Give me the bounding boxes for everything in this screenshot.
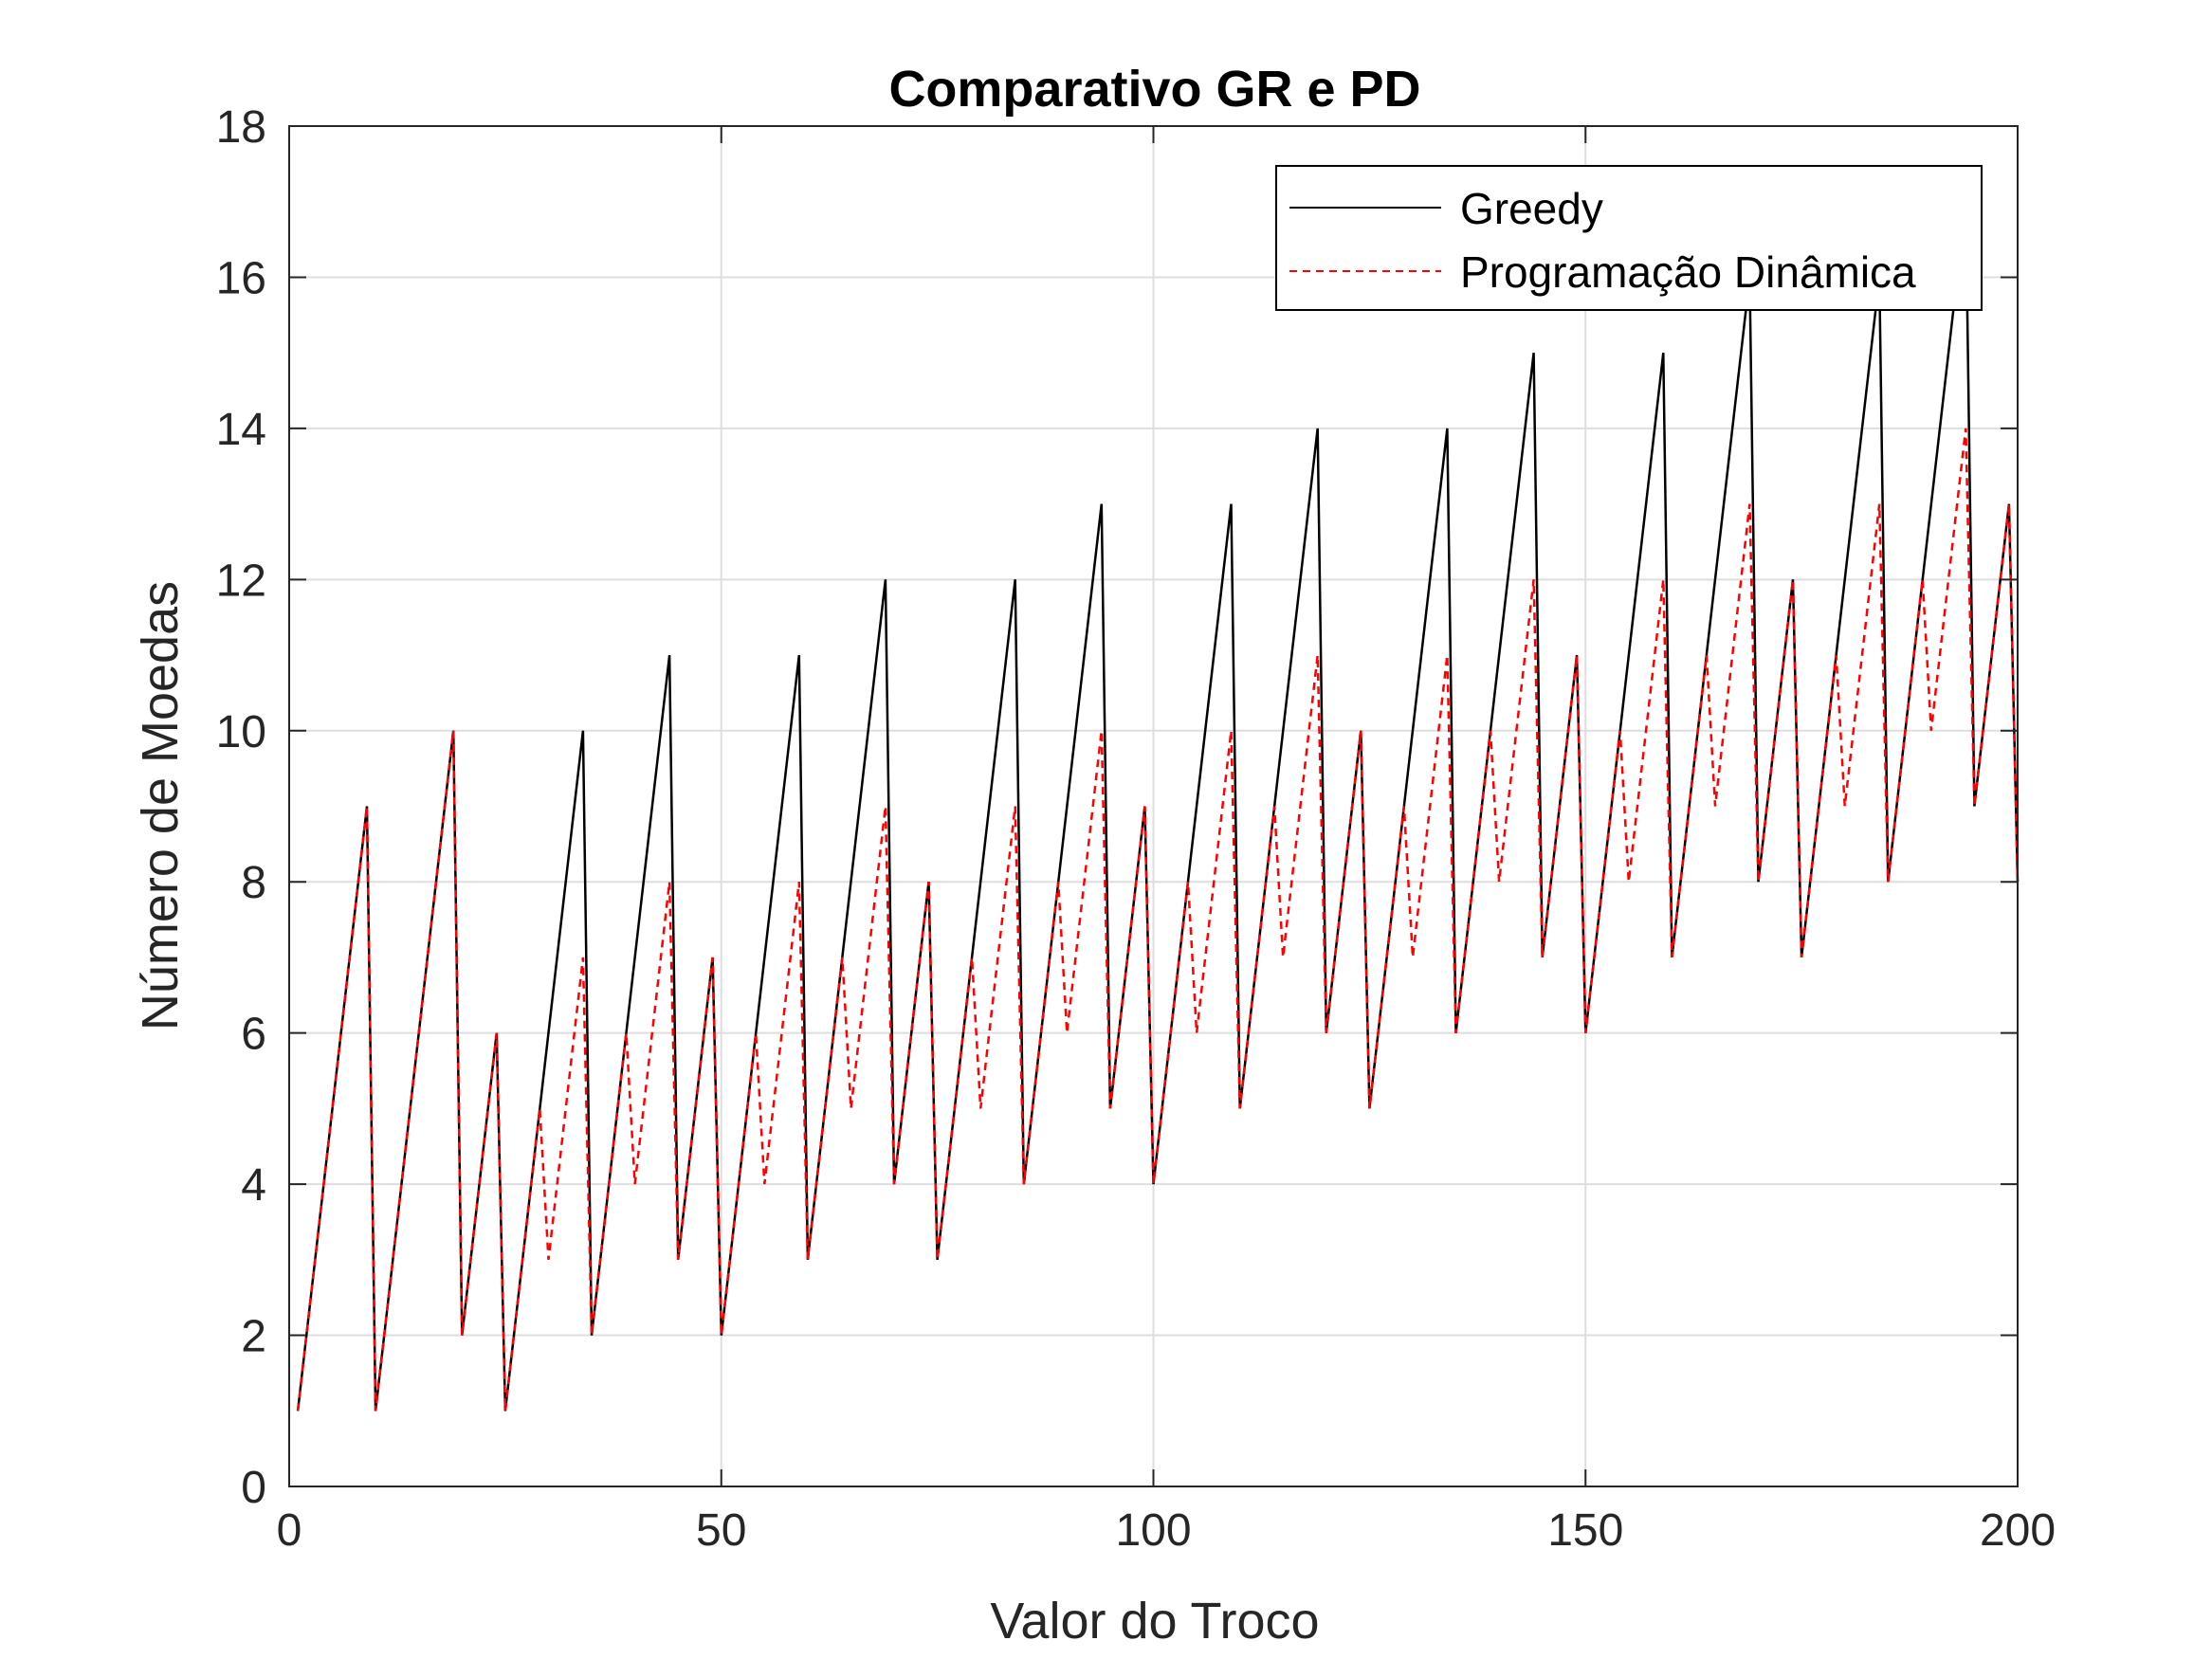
series-line-programacao-dinamica [296, 428, 2020, 1412]
axis-ticks: 0 50 100 150 200 0 2 4 6 8 10 12 14 16 18 [216, 102, 2056, 1556]
y-tick-label: 2 [241, 1312, 266, 1362]
y-tick-label: 10 [216, 707, 266, 757]
y-tick-label: 6 [241, 1010, 266, 1060]
x-tick-label: 150 [1547, 1505, 1623, 1556]
series-lines [296, 201, 2020, 1412]
legend-label-programacao-dinamica: Programação Dinâmica [1460, 247, 1916, 297]
y-tick-label: 14 [216, 405, 266, 455]
legend: Greedy Programação Dinâmica [1275, 165, 1983, 311]
x-tick-label: 50 [696, 1505, 746, 1556]
y-tick-label: 18 [216, 102, 266, 153]
chart-title: Comparativo GR e PD [888, 61, 1420, 118]
x-tick-label: 100 [1115, 1505, 1191, 1556]
x-tick-label: 200 [1980, 1505, 2056, 1556]
legend-label-greedy: Greedy [1460, 184, 1603, 233]
y-tick-label: 16 [216, 253, 266, 303]
x-axis-label: Valor do Troco [990, 1593, 1319, 1650]
y-tick-label: 12 [216, 556, 266, 606]
x-tick-label: 0 [277, 1505, 302, 1556]
y-tick-label: 8 [241, 858, 266, 908]
y-tick-label: 4 [241, 1160, 266, 1211]
y-tick-label: 0 [241, 1463, 266, 1513]
legend-box [1275, 165, 1983, 311]
series-line-greedy [296, 201, 2020, 1412]
y-axis-label: Número de Moedas [132, 581, 189, 1030]
